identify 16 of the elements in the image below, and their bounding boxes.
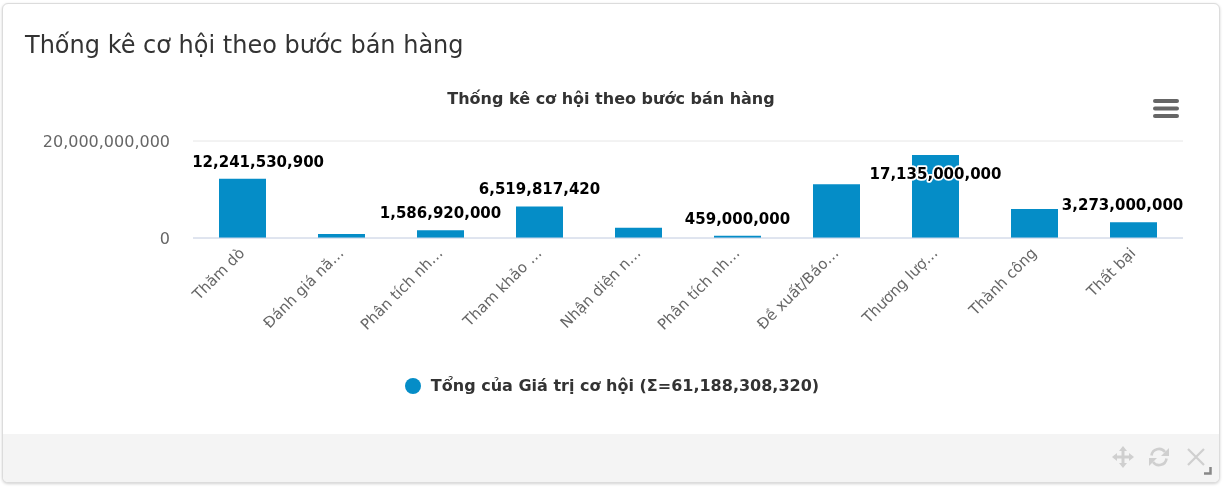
data-label: 6,519,817,420 (478, 180, 601, 199)
bar (1110, 222, 1157, 238)
data-label: 3,273,000,000 (1061, 196, 1184, 215)
bar (813, 184, 860, 238)
y-tick-label: 0 (159, 228, 170, 248)
bar (219, 178, 266, 238)
bar (1011, 208, 1058, 238)
legend-label: Tổng của Giá trị cơ hội (Σ=61,188,308,320) (430, 375, 820, 397)
bar (516, 206, 563, 238)
bar (417, 230, 464, 238)
data-label: 459,000,000 (684, 209, 791, 228)
data-label: 12,241,530,900 (192, 152, 325, 171)
chart-title: Thống kê cơ hội theo bước bán hàng (25, 31, 464, 59)
y-tick-label: 20,000,000,000 (42, 131, 170, 151)
chart-subtitle: Thống kê cơ hội theo bước bán hàng (447, 89, 775, 108)
data-label: 1,586,920,000 (379, 204, 502, 223)
